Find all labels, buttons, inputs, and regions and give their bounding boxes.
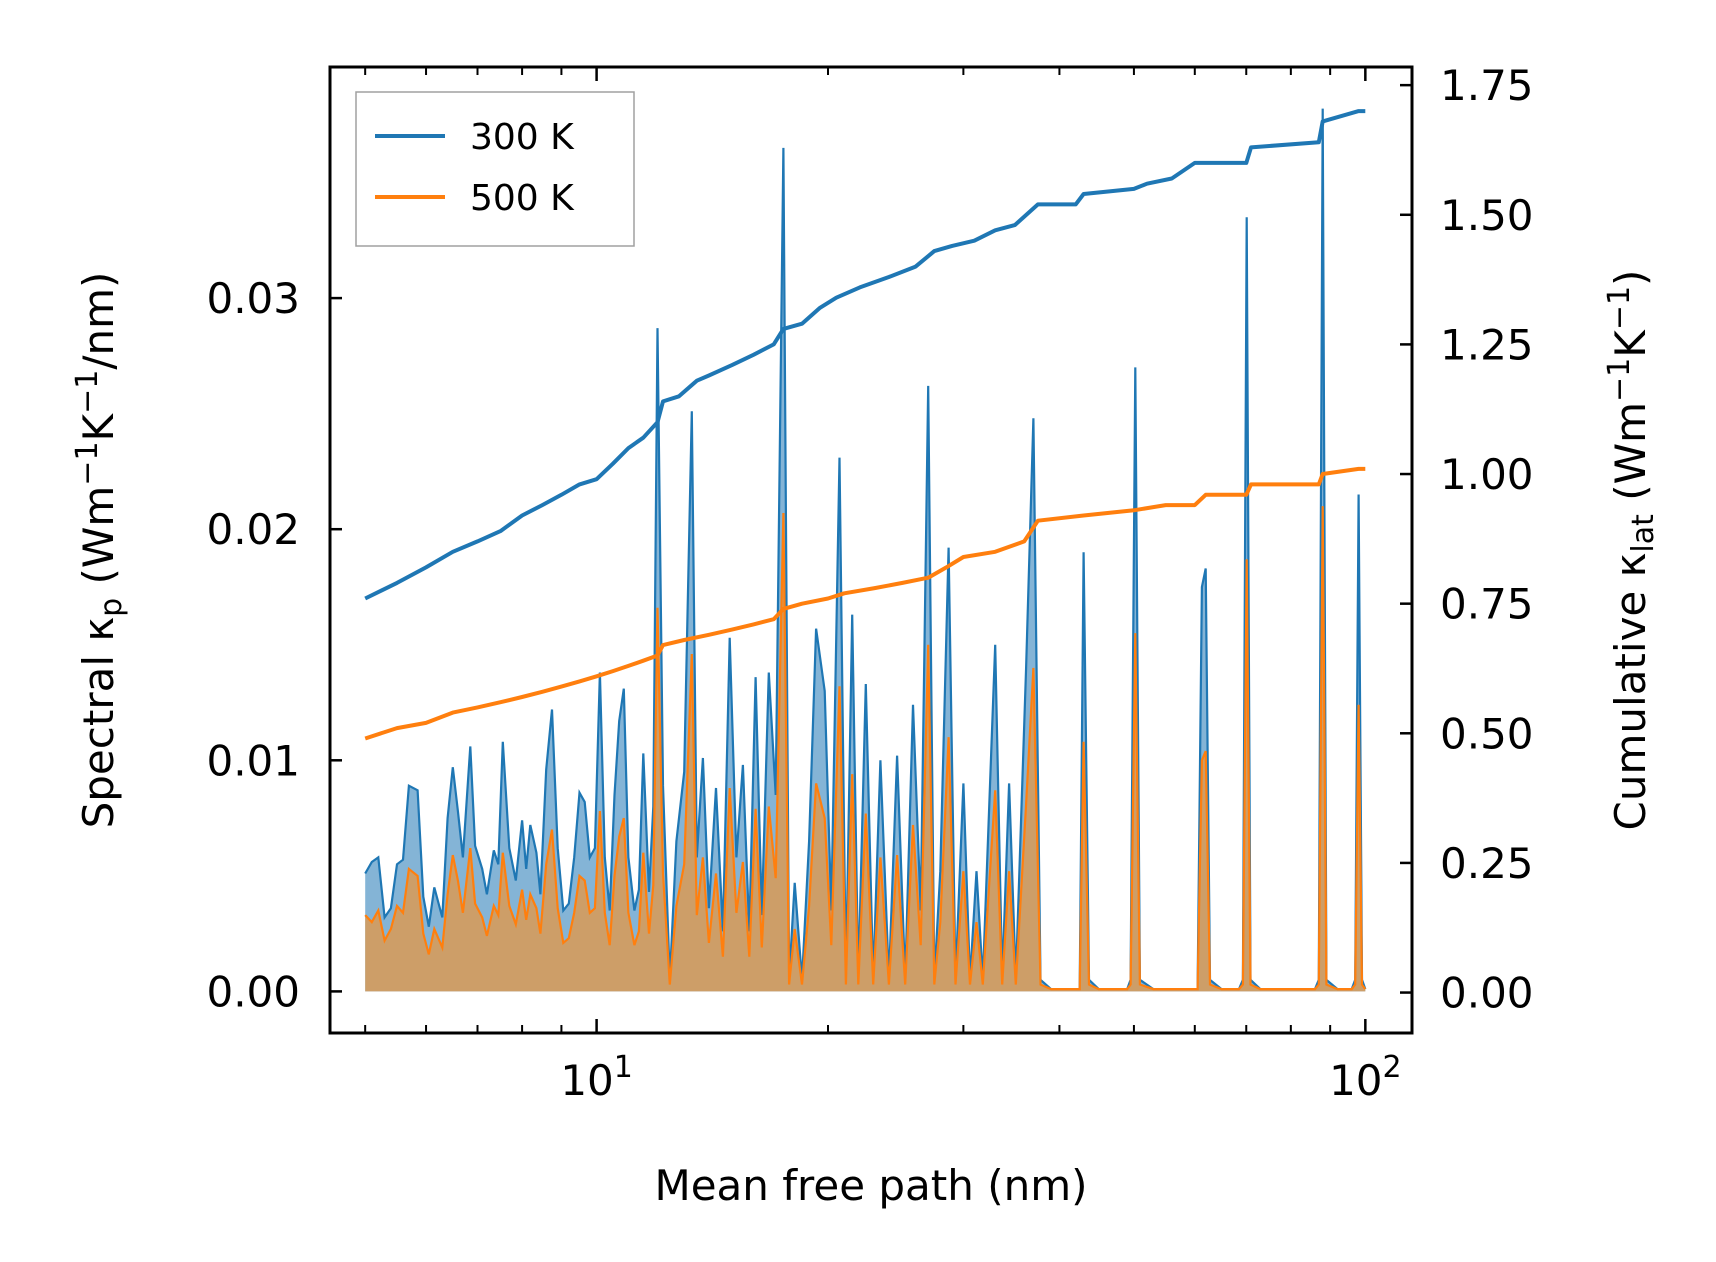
data-lines <box>364 109 1366 741</box>
spectral-fills <box>364 108 1367 992</box>
x-tick-label: 101 <box>560 1050 633 1105</box>
spectral-line-500K <box>364 506 1367 991</box>
y-right-tick-label: 0.00 <box>1440 969 1534 1018</box>
x-axis-label: Mean free path (nm) <box>654 1161 1087 1210</box>
y-right-tick-label: 1.75 <box>1440 61 1534 110</box>
plot-area <box>328 65 1414 1035</box>
y-right-tick-label: 1.50 <box>1440 191 1534 240</box>
y-right-tick-label: 1.25 <box>1440 320 1534 369</box>
y-right-tick-label: 0.25 <box>1440 839 1534 888</box>
legend-label-500K: 500 K <box>470 178 575 219</box>
y-right-axis-label: Cumulative κlat (Wm−1K−1) <box>1602 270 1661 831</box>
x-tick-label: 102 <box>1329 1050 1402 1105</box>
y-right-axis-title: Cumulative κlat (Wm−1K−1) <box>1602 270 1661 831</box>
spectral-line-300K <box>364 108 1367 991</box>
axes-frame <box>328 65 1414 1035</box>
y-left-tick-label: 0.00 <box>206 967 300 1016</box>
y-left-tick-label: 0.01 <box>206 736 300 785</box>
y-right-tick-label: 0.75 <box>1440 580 1534 629</box>
legend-label-300K: 300 K <box>470 117 575 158</box>
y-left-tick-label: 0.03 <box>206 274 300 323</box>
y-right-tick-label: 1.00 <box>1440 450 1534 499</box>
legend: 300 K 500 K <box>355 91 635 247</box>
y-left-axis-label: Spectral κp (Wm−1K−1/nm) <box>70 272 129 829</box>
y-left-tick-label: 0.02 <box>206 505 300 554</box>
legend-box <box>355 91 635 247</box>
cumulative-line-500K <box>364 466 1366 741</box>
cumulative-line-300K <box>364 109 1366 601</box>
axis-ticks <box>330 67 1412 1033</box>
y-left-axis-title: Spectral κp (Wm−1K−1/nm) <box>70 272 129 829</box>
y-right-tick-label: 0.50 <box>1440 709 1534 758</box>
